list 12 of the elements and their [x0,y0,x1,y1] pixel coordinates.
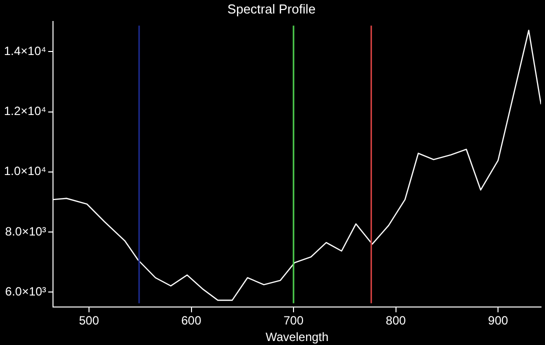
y-tick-label: 1.4×10⁴ [4,44,46,58]
y-tick-label: 1.2×10⁴ [4,104,46,118]
chart-title: Spectral Profile [227,1,316,16]
x-tick-label: 700 [284,314,304,328]
x-axis-title: Wavelength [266,330,329,344]
x-tick-label: 800 [386,314,406,328]
y-tick-label: 1.0×10⁴ [4,164,46,178]
x-tick-label: 600 [181,314,202,328]
y-tick-label: 6.0×10³ [5,284,46,298]
x-tick-label: 500 [78,314,100,328]
x-tick-label: 900 [488,314,508,328]
y-tick-label: 8.0×10³ [5,224,46,238]
